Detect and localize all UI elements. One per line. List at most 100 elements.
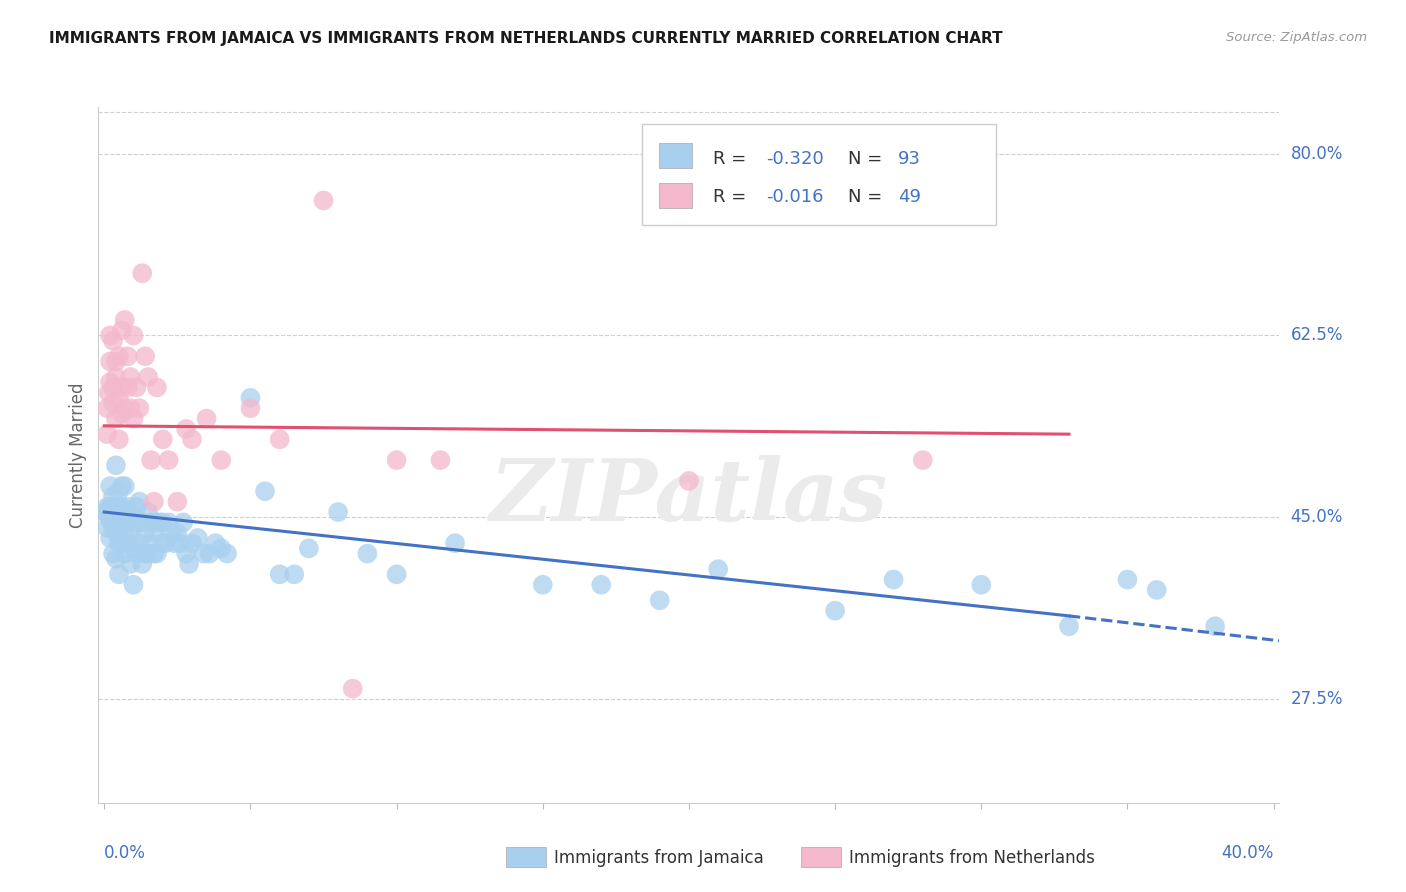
Point [96, 427, 118, 442]
Point [104, 370, 127, 384]
Point [97, 510, 120, 524]
Point [678, 474, 700, 488]
Point [108, 536, 131, 550]
Point [149, 516, 172, 530]
Point [166, 525, 188, 540]
Point [131, 557, 153, 571]
Point [114, 505, 136, 519]
Point [131, 516, 153, 530]
Point [128, 401, 150, 416]
Point [108, 567, 131, 582]
Point [204, 536, 226, 550]
Point [970, 578, 993, 592]
Point [101, 396, 124, 410]
Point [356, 547, 378, 561]
Point [157, 516, 180, 530]
Text: 49: 49 [898, 188, 921, 206]
Point [104, 458, 127, 473]
Point [108, 516, 131, 530]
Point [122, 541, 145, 556]
Text: N =: N = [848, 188, 889, 206]
Point [198, 547, 221, 561]
Point [98, 354, 121, 368]
Point [283, 567, 305, 582]
Point [104, 551, 127, 566]
Point [136, 547, 159, 561]
Point [101, 490, 124, 504]
Point [98, 500, 121, 514]
Point [298, 541, 321, 556]
Point [1204, 619, 1226, 633]
Point [139, 516, 162, 530]
Point [94, 505, 117, 519]
Point [100, 516, 122, 530]
Point [146, 547, 169, 561]
Point [117, 516, 139, 530]
Point [269, 433, 291, 447]
Point [239, 391, 262, 405]
Point [444, 536, 467, 550]
Point [139, 453, 162, 467]
Text: 45.0%: 45.0% [1291, 508, 1343, 526]
Point [1116, 573, 1139, 587]
Point [146, 380, 169, 394]
Point [117, 380, 139, 394]
Point [209, 453, 232, 467]
Point [143, 525, 166, 540]
Point [111, 406, 134, 420]
Point [120, 401, 142, 416]
Point [104, 500, 127, 514]
Point [429, 453, 451, 467]
Point [114, 547, 136, 561]
Point [125, 516, 148, 530]
Point [181, 536, 204, 550]
Text: R =: R = [713, 150, 752, 168]
Point [114, 313, 136, 327]
Point [160, 525, 183, 540]
Point [883, 573, 905, 587]
Point [117, 349, 139, 363]
Point [131, 266, 153, 280]
Point [98, 479, 121, 493]
Point [128, 494, 150, 508]
Point [98, 328, 121, 343]
Text: -0.320: -0.320 [766, 150, 824, 168]
Text: ZIPatlas: ZIPatlas [489, 455, 889, 539]
Point [108, 500, 131, 514]
Point [187, 531, 209, 545]
Point [591, 578, 613, 592]
Text: IMMIGRANTS FROM JAMAICA VS IMMIGRANTS FROM NETHERLANDS CURRENTLY MARRIED CORRELA: IMMIGRANTS FROM JAMAICA VS IMMIGRANTS FR… [49, 31, 1002, 46]
Point [134, 547, 156, 561]
Point [122, 328, 145, 343]
Y-axis label: Currently Married: Currently Married [69, 382, 87, 528]
Point [152, 433, 174, 447]
Point [96, 520, 118, 534]
Point [111, 323, 134, 337]
Point [101, 334, 124, 348]
Point [120, 510, 142, 524]
Point [531, 578, 554, 592]
Point [122, 510, 145, 524]
Text: 27.5%: 27.5% [1291, 690, 1343, 708]
Point [146, 516, 169, 530]
Point [152, 516, 174, 530]
Point [125, 500, 148, 514]
Point [326, 505, 349, 519]
Point [166, 494, 188, 508]
Point [1057, 619, 1080, 633]
Point [120, 557, 142, 571]
Point [139, 536, 162, 550]
Point [136, 505, 159, 519]
Point [169, 536, 191, 550]
Point [254, 484, 277, 499]
Point [134, 349, 156, 363]
Point [181, 433, 204, 447]
FancyBboxPatch shape [641, 124, 995, 226]
Point [101, 547, 124, 561]
Text: N =: N = [848, 150, 889, 168]
Point [114, 525, 136, 540]
Point [114, 479, 136, 493]
Point [157, 453, 180, 467]
Point [1146, 582, 1168, 597]
Point [104, 411, 127, 425]
